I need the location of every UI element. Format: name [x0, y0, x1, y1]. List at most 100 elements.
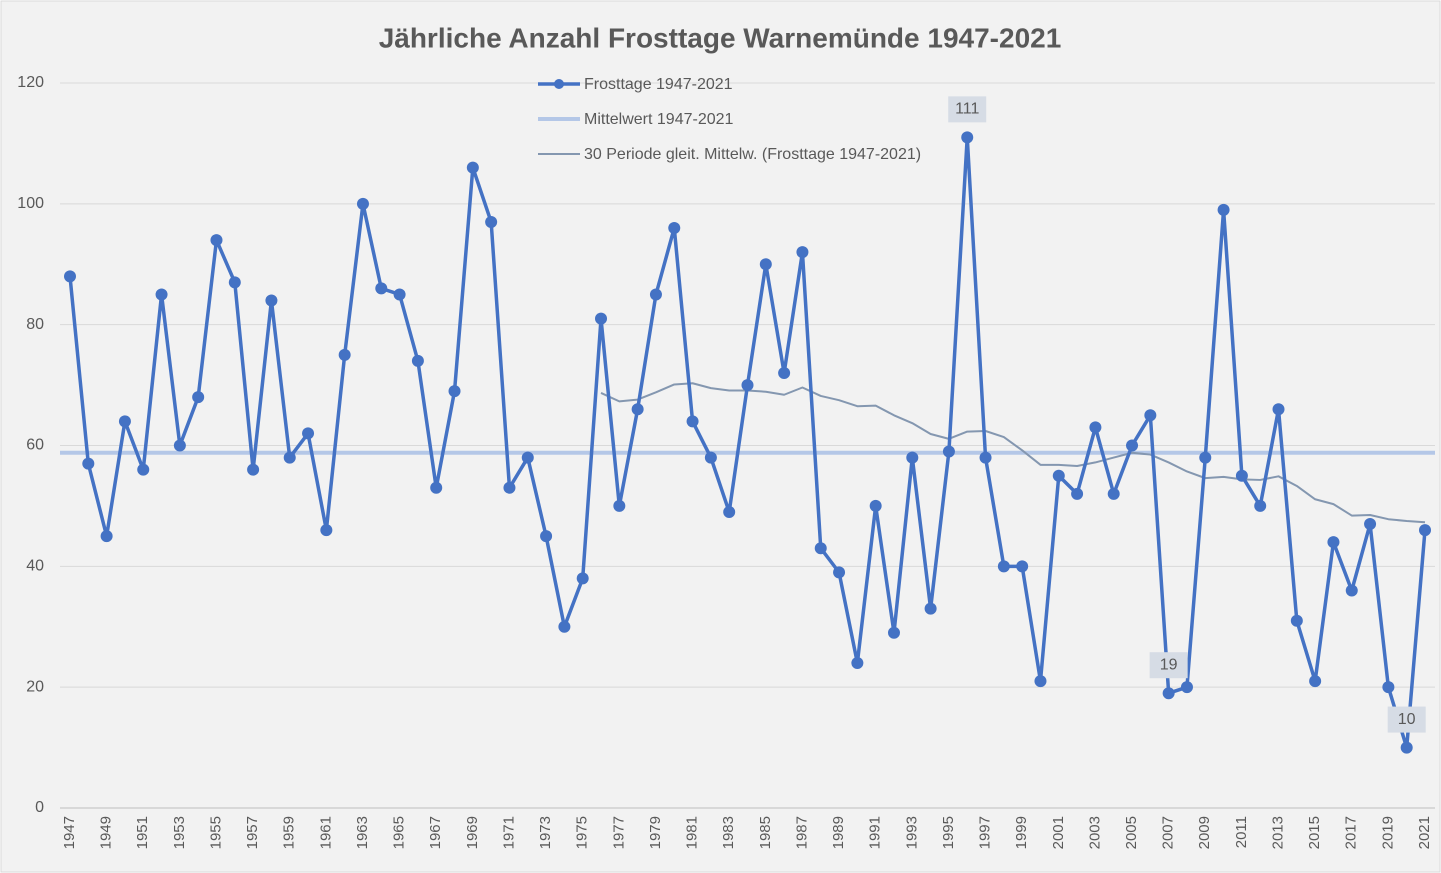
data-point — [997, 560, 1010, 573]
y-tick-label: 40 — [26, 558, 44, 575]
data-point — [485, 215, 498, 228]
data-point — [1052, 469, 1065, 482]
data-point — [1364, 518, 1377, 531]
x-tick-label: 1993 — [903, 816, 920, 849]
data-point — [302, 427, 315, 440]
data-point — [247, 463, 260, 476]
data-point — [1400, 741, 1413, 754]
data-point — [265, 294, 278, 307]
data-point — [540, 530, 553, 543]
data-point — [1382, 681, 1395, 694]
data-point — [759, 258, 772, 271]
x-tick-label: 1961 — [317, 816, 334, 849]
data-point — [1016, 560, 1029, 573]
x-tick-label: 1957 — [244, 816, 261, 849]
data-point — [814, 542, 827, 555]
data-label-box — [1149, 652, 1188, 679]
x-tick-label: 1997 — [977, 816, 994, 849]
x-tick-label: 1971 — [500, 816, 517, 849]
data-point — [1144, 409, 1157, 422]
y-tick-label: 100 — [17, 195, 44, 212]
data-point — [723, 505, 736, 518]
data-point — [173, 439, 186, 452]
x-tick-label: 1977 — [610, 816, 627, 849]
data-point — [833, 566, 846, 579]
data-point — [393, 288, 406, 301]
data-point — [1272, 403, 1285, 416]
data-point — [1327, 536, 1340, 549]
x-tick-label: 2011 — [1233, 816, 1250, 848]
x-tick-label: 1973 — [537, 816, 554, 849]
x-tick-label: 1969 — [464, 816, 481, 849]
x-tick-label: 1979 — [647, 816, 664, 849]
x-tick-label: 1987 — [793, 816, 810, 849]
x-tick-label: 2019 — [1379, 816, 1396, 849]
data-point — [576, 572, 589, 585]
x-tick-label: 1959 — [281, 816, 298, 849]
data-point — [851, 657, 864, 669]
legend-label: Frosttage 1947-2021 — [584, 76, 733, 93]
data-point — [1162, 687, 1175, 700]
y-tick-label: 60 — [26, 437, 44, 454]
x-tick-label: 1975 — [574, 816, 591, 849]
data-point — [155, 288, 168, 301]
data-point — [82, 457, 95, 470]
data-point — [1180, 681, 1193, 694]
x-tick-label: 1953 — [171, 816, 188, 849]
x-tick-label: 1999 — [1013, 816, 1030, 849]
legend-label: Mittelwert 1947-2021 — [584, 111, 734, 128]
data-point — [668, 222, 681, 234]
data-point — [1071, 487, 1084, 500]
data-point — [210, 234, 223, 247]
data-point — [887, 626, 900, 639]
x-tick-label: 2017 — [1343, 816, 1360, 849]
data-point — [796, 246, 809, 259]
data-point — [466, 161, 479, 174]
legend-label: 30 Periode gleit. Mittelw. (Frosttage 19… — [584, 146, 921, 163]
data-point — [503, 481, 516, 494]
data-point — [283, 451, 296, 464]
data-point — [1419, 524, 1431, 537]
data-point — [558, 620, 571, 633]
x-tick-label: 2013 — [1269, 816, 1286, 849]
chart-title: Jährliche Anzahl Frosttage Warnemünde 19… — [379, 22, 1062, 53]
data-point — [1290, 614, 1303, 627]
data-point — [961, 131, 974, 144]
data-point — [1107, 487, 1120, 500]
x-tick-label: 1983 — [720, 816, 737, 849]
x-tick-label: 1963 — [354, 816, 371, 849]
data-point — [228, 276, 241, 289]
x-tick-label: 1981 — [684, 816, 701, 849]
data-point — [118, 415, 131, 428]
x-tick-label: 2005 — [1123, 816, 1140, 849]
y-tick-label: 20 — [26, 678, 44, 695]
data-point — [595, 312, 608, 325]
data-point — [741, 379, 754, 392]
data-label-box — [948, 96, 987, 123]
y-tick-label: 80 — [26, 316, 44, 333]
x-tick-label: 2021 — [1416, 816, 1433, 849]
data-label: 19 — [1160, 656, 1178, 673]
data-point — [906, 451, 919, 464]
data-point — [649, 288, 662, 301]
x-tick-label: 2003 — [1086, 816, 1103, 849]
data-point — [1199, 451, 1212, 464]
data-point — [1254, 499, 1267, 512]
data-label: 111 — [955, 101, 979, 118]
data-point — [411, 354, 424, 367]
data-point — [1345, 584, 1358, 597]
x-tick-label: 2009 — [1196, 816, 1213, 849]
data-point — [1217, 203, 1230, 216]
x-tick-label: 1955 — [207, 816, 224, 849]
data-point — [448, 385, 461, 398]
data-point — [1309, 675, 1322, 688]
data-point — [686, 415, 699, 428]
data-point — [100, 530, 113, 543]
y-tick-label: 0 — [35, 799, 44, 816]
x-tick-label: 1995 — [940, 816, 957, 849]
data-point — [192, 391, 205, 404]
data-point — [64, 270, 76, 283]
data-point — [631, 403, 644, 416]
